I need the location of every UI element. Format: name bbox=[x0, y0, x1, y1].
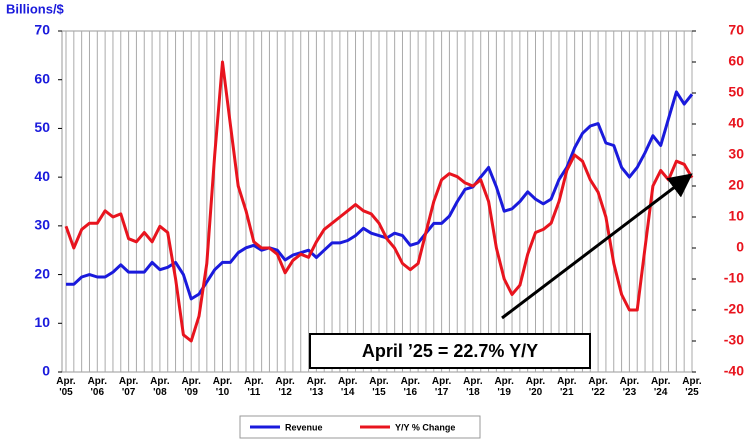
y2-tick-label: -10 bbox=[724, 270, 744, 286]
y2-tick-label: 50 bbox=[728, 84, 744, 100]
x-tick-label: Apr. '20 bbox=[525, 376, 546, 398]
y2-tick-label: 70 bbox=[728, 22, 744, 38]
y-tick-label: 30 bbox=[34, 217, 50, 233]
y2-tick-label: 30 bbox=[728, 146, 744, 162]
x-tick-label: Apr. '22 bbox=[588, 376, 608, 398]
x-tick-label: Apr. '13 bbox=[306, 376, 327, 398]
plot-area bbox=[61, 30, 693, 373]
legend-label: Y/Y % Change bbox=[395, 422, 455, 432]
y-tick-label: 60 bbox=[34, 70, 50, 86]
y-tick-label: 70 bbox=[34, 22, 50, 38]
y2-tick-label: 20 bbox=[728, 177, 744, 193]
x-tick-label: Apr. '19 bbox=[494, 376, 514, 398]
x-tick-label: Apr. '05 bbox=[56, 376, 76, 398]
series-line bbox=[64, 60, 694, 343]
x-tick-label: Apr. '07 bbox=[118, 376, 139, 398]
x-tick-label: Apr. '23 bbox=[619, 376, 640, 398]
y-tick-label: 50 bbox=[34, 119, 50, 135]
x-tick-label: Apr. '14 bbox=[337, 376, 358, 398]
annotation: April ’25 = 22.7% Y/Y bbox=[362, 341, 538, 361]
y-tick-label: 40 bbox=[34, 168, 50, 184]
x-tick-label: Apr. '16 bbox=[400, 376, 421, 398]
x-tick-label: Apr. '12 bbox=[275, 376, 295, 398]
y2-tick-label: 0 bbox=[736, 239, 744, 255]
y2-tick-label: 10 bbox=[728, 208, 744, 224]
y-tick-label: 10 bbox=[34, 314, 50, 330]
x-tick-label: Apr. '15 bbox=[369, 376, 389, 398]
annotation-box bbox=[309, 333, 591, 369]
x-tick-label: Apr. '21 bbox=[557, 376, 577, 398]
x-tick-label: Apr. '11 bbox=[244, 376, 264, 398]
annotation-arrow bbox=[501, 173, 693, 320]
y-tick-label: 20 bbox=[34, 265, 50, 281]
x-tick-label: Apr. '25 bbox=[682, 376, 702, 398]
y2-tick-label: -40 bbox=[724, 363, 744, 379]
y2-tick-label: -30 bbox=[724, 332, 744, 348]
y2-tick-label: 40 bbox=[728, 115, 744, 131]
x-tick-label: Apr. '24 bbox=[650, 376, 671, 398]
x-tick-label: Apr. '18 bbox=[463, 376, 483, 398]
y-tick-label: 0 bbox=[42, 363, 50, 379]
x-tick-label: Apr. '09 bbox=[181, 376, 201, 398]
legend-label: Revenue bbox=[285, 422, 323, 432]
x-tick-label: Apr. '06 bbox=[87, 376, 108, 398]
y-axis-label: Billions/$ bbox=[6, 1, 65, 16]
y2-tick-label: -20 bbox=[724, 301, 744, 317]
y2-tick-label: 60 bbox=[728, 53, 744, 69]
x-tick-label: Apr. '10 bbox=[212, 376, 233, 398]
series-line bbox=[66, 90, 694, 301]
x-tick-label: Apr. '08 bbox=[150, 376, 170, 398]
x-tick-label: Apr. '17 bbox=[431, 376, 452, 398]
